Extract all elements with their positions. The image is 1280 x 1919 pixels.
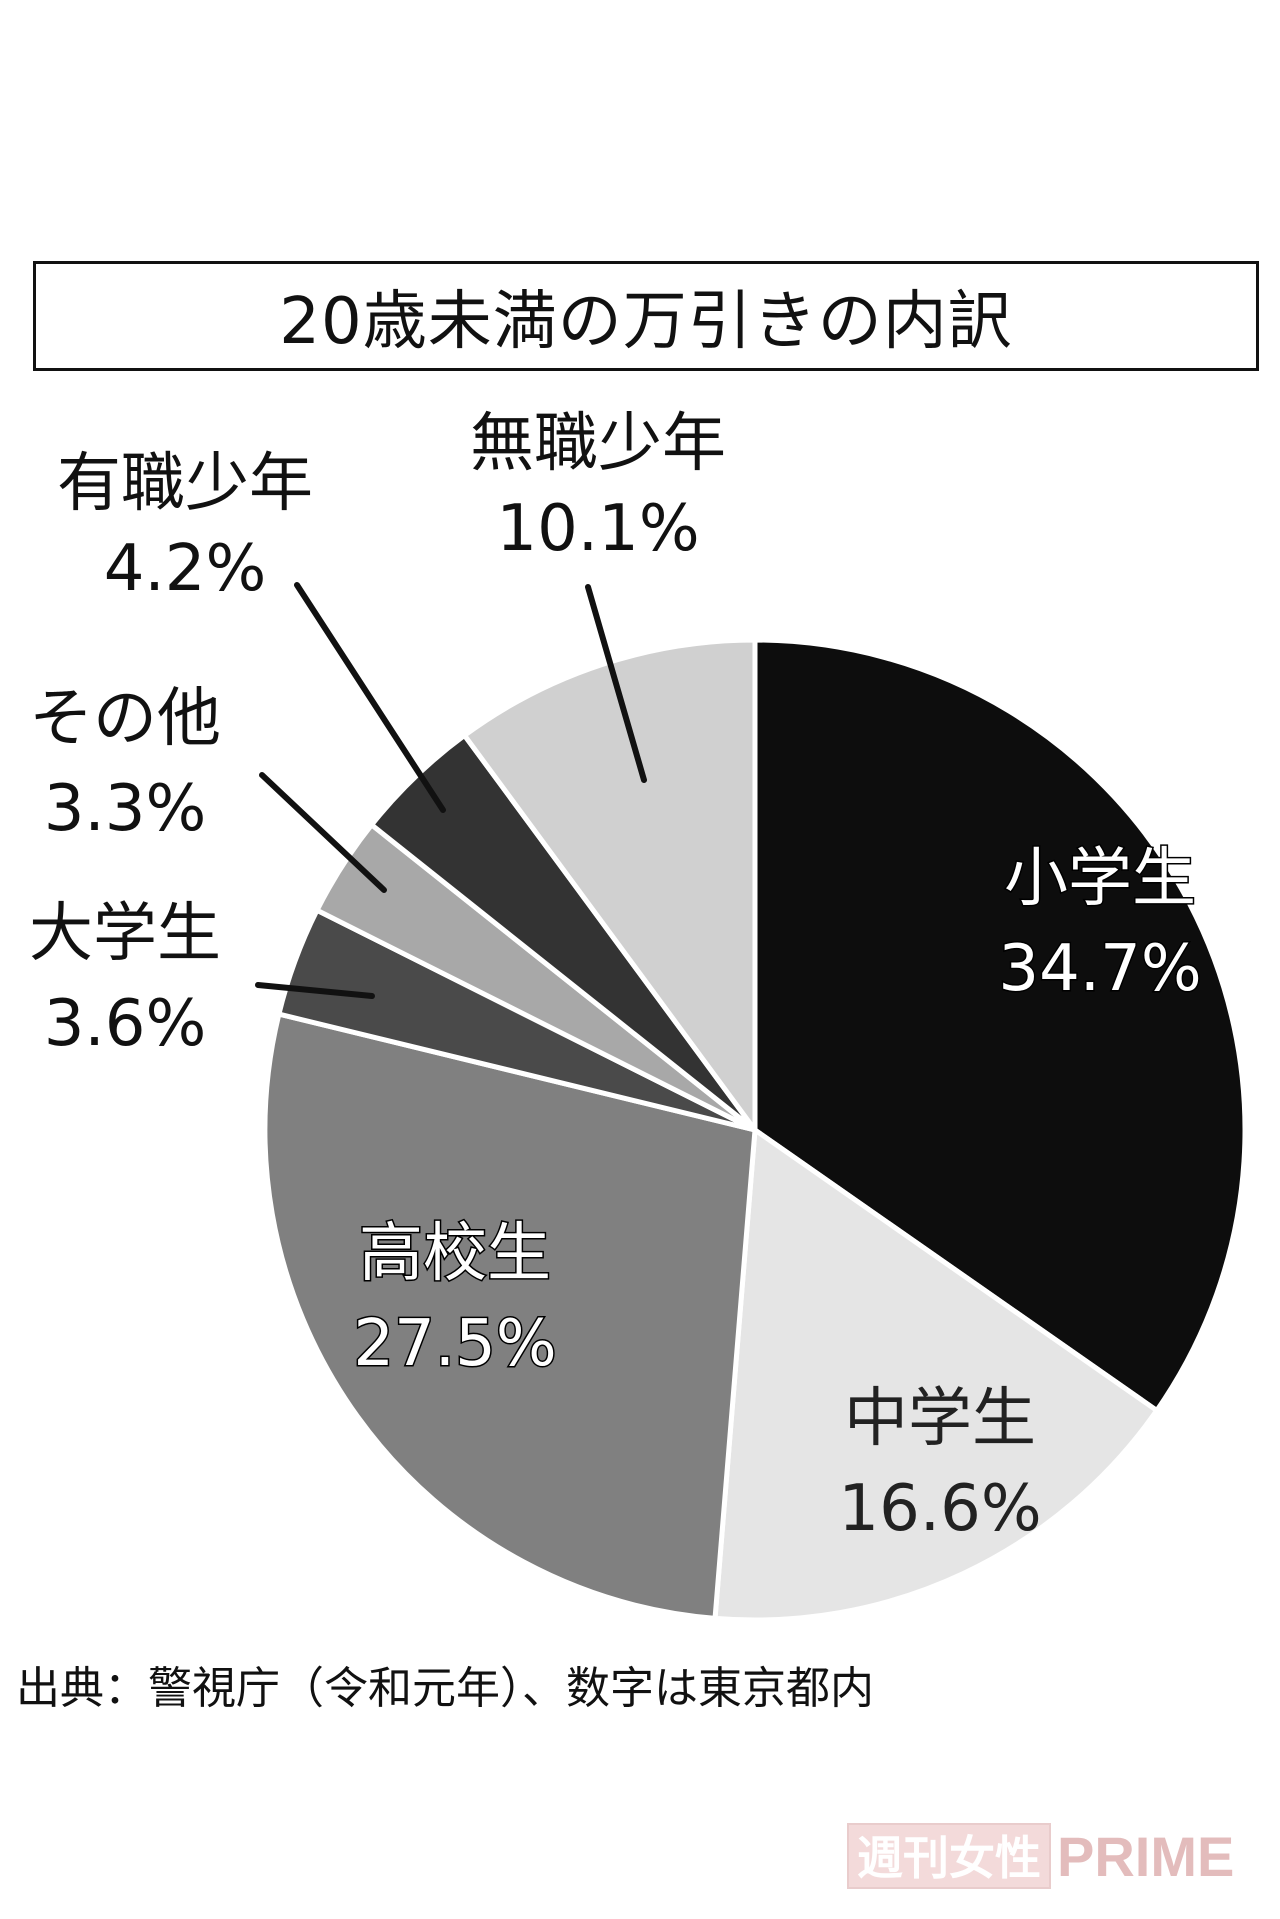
slice-2-value: 16.6% [838, 1472, 1041, 1546]
watermark-en: PRIME [1057, 1824, 1235, 1888]
slice-4-leader-line [255, 982, 375, 999]
slice-5-leader-line [259, 772, 387, 893]
slice-3-label: 高校生 [359, 1217, 551, 1291]
slice-1-label: 小学生 [1004, 842, 1196, 916]
slice-4-label: 大学生 [29, 897, 221, 971]
slice-7-value: 10.1% [496, 492, 699, 566]
slice-7-wedge [462, 637, 758, 1133]
slice-6-value: 4.2% [104, 532, 267, 606]
watermark-logo: 週刊女性 PRIME [847, 1823, 1247, 1889]
slice-1-value: 34.7% [998, 932, 1201, 1006]
source-note: 出典：警視庁（令和元年）、数字は東京都内 [16, 1663, 874, 1714]
slice-3-wedge [262, 1011, 758, 1621]
slice-5-value: 3.3% [44, 772, 207, 846]
slice-7-label: 無職少年 [470, 407, 726, 481]
slice-2-wedge [712, 1127, 1160, 1623]
watermark-jp: 週刊女性 [847, 1823, 1051, 1889]
chart-title: 20歳未満の万引きの内訳 [33, 261, 1259, 371]
slice-7-leader-line [585, 584, 647, 783]
slice-3-value: 27.5% [353, 1307, 556, 1381]
slice-6-leader-line [294, 582, 446, 813]
slice-4-value: 3.6% [44, 987, 207, 1061]
slice-2-label: 中学生 [844, 1382, 1036, 1456]
slice-5-label: その他 [29, 682, 221, 756]
slice-1-wedge [752, 637, 1248, 1413]
slice-6-label: 有職少年 [57, 447, 313, 521]
